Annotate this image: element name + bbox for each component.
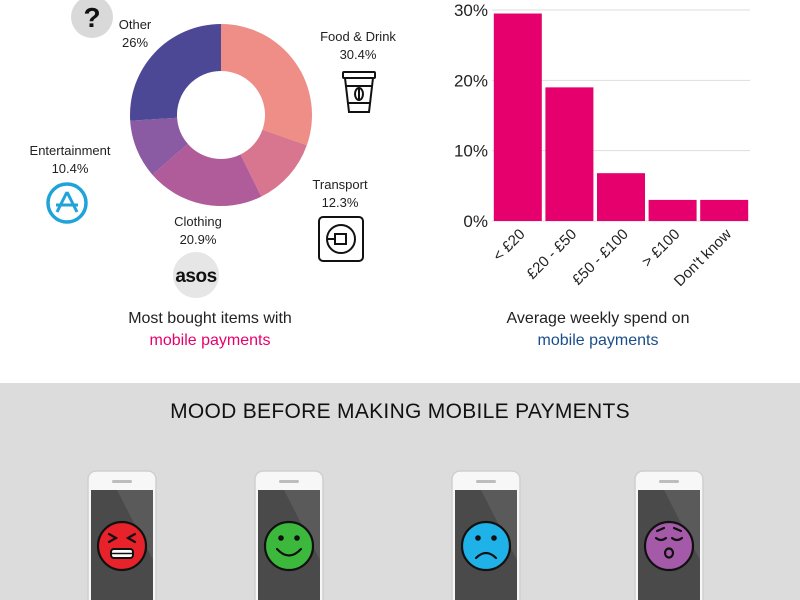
slice-label-other: Other 26%: [110, 16, 160, 52]
slice-label-food-drink: Food & Drink 30.4%: [308, 28, 408, 64]
x-tick-label: £50 - £100: [569, 226, 632, 289]
pie-caption: Most bought items with mobile payments: [60, 308, 360, 352]
donut-slice-transport: [240, 129, 307, 197]
bar: [493, 13, 542, 222]
donut-slice-entertainment: [130, 117, 188, 175]
slice-name: Entertainment: [29, 143, 111, 158]
slice-value: 30.4%: [339, 47, 377, 62]
x-tick-label: < £20: [490, 226, 529, 265]
slice-label-clothing: Clothing 20.9%: [158, 213, 238, 249]
question-icon: ?: [71, 0, 113, 38]
sad-face-icon: [460, 520, 512, 572]
happy-face-icon: [263, 520, 315, 572]
donut-slice-clothing: [152, 143, 262, 206]
x-tick-label: > £100: [639, 226, 684, 271]
angry-face-icon: [96, 520, 148, 572]
bar: [597, 173, 645, 221]
slice-value: 10.4%: [51, 161, 89, 176]
donut-slices: [130, 24, 312, 206]
uber-icon: [318, 216, 364, 262]
bar-caption: Average weekly spend on mobile payments: [448, 308, 748, 352]
bar-yticks: 0% 10% 20% 30%: [454, 1, 488, 231]
donut-chart: ? asos: [46, 0, 376, 298]
phone: [254, 470, 324, 600]
y-tick-label: 0%: [463, 212, 488, 231]
y-tick-label: 20%: [454, 71, 488, 90]
svg-text:?: ?: [83, 2, 100, 33]
slice-name: Food & Drink: [320, 29, 396, 44]
slice-value: 20.9%: [179, 232, 217, 247]
relieved-face-icon: [643, 520, 695, 572]
bar-caption-line1: Average weekly spend on: [506, 310, 690, 327]
bar-caption-line2: mobile payments: [537, 332, 659, 349]
mood-title: MOOD BEFORE MAKING MOBILE PAYMENTS: [170, 400, 630, 423]
donut-slice-food-drink: [221, 24, 312, 146]
slice-name: Transport: [312, 177, 368, 192]
bar: [545, 87, 594, 221]
slice-name: Other: [118, 17, 152, 32]
coffee-cup-icon: [342, 71, 376, 113]
pie-caption-line2: mobile payments: [149, 332, 271, 349]
slice-name: Clothing: [174, 214, 222, 229]
asos-logo: asos: [173, 252, 219, 298]
bar-bars: [493, 13, 749, 222]
y-tick-label: 10%: [454, 142, 488, 161]
donut-slice-other: [130, 24, 221, 121]
bar-chart: 0% 10% 20% 30% < £20£20 - £50£50 - £100 > £1…: [454, 1, 750, 290]
slice-label-entertainment: Entertainment 10.4%: [20, 142, 120, 178]
phone: [451, 470, 521, 600]
asos-logo-text: asos: [175, 266, 216, 287]
bar: [648, 199, 697, 221]
pie-caption-line1: Most bought items with: [128, 310, 292, 327]
phone: [87, 470, 157, 600]
bar: [700, 199, 749, 221]
app-store-icon: [46, 182, 88, 224]
slice-label-transport: Transport 12.3%: [300, 176, 380, 212]
slice-value: 26%: [121, 35, 149, 50]
y-tick-label: 30%: [454, 1, 488, 20]
phone: [634, 470, 704, 600]
slice-value: 12.3%: [321, 195, 359, 210]
